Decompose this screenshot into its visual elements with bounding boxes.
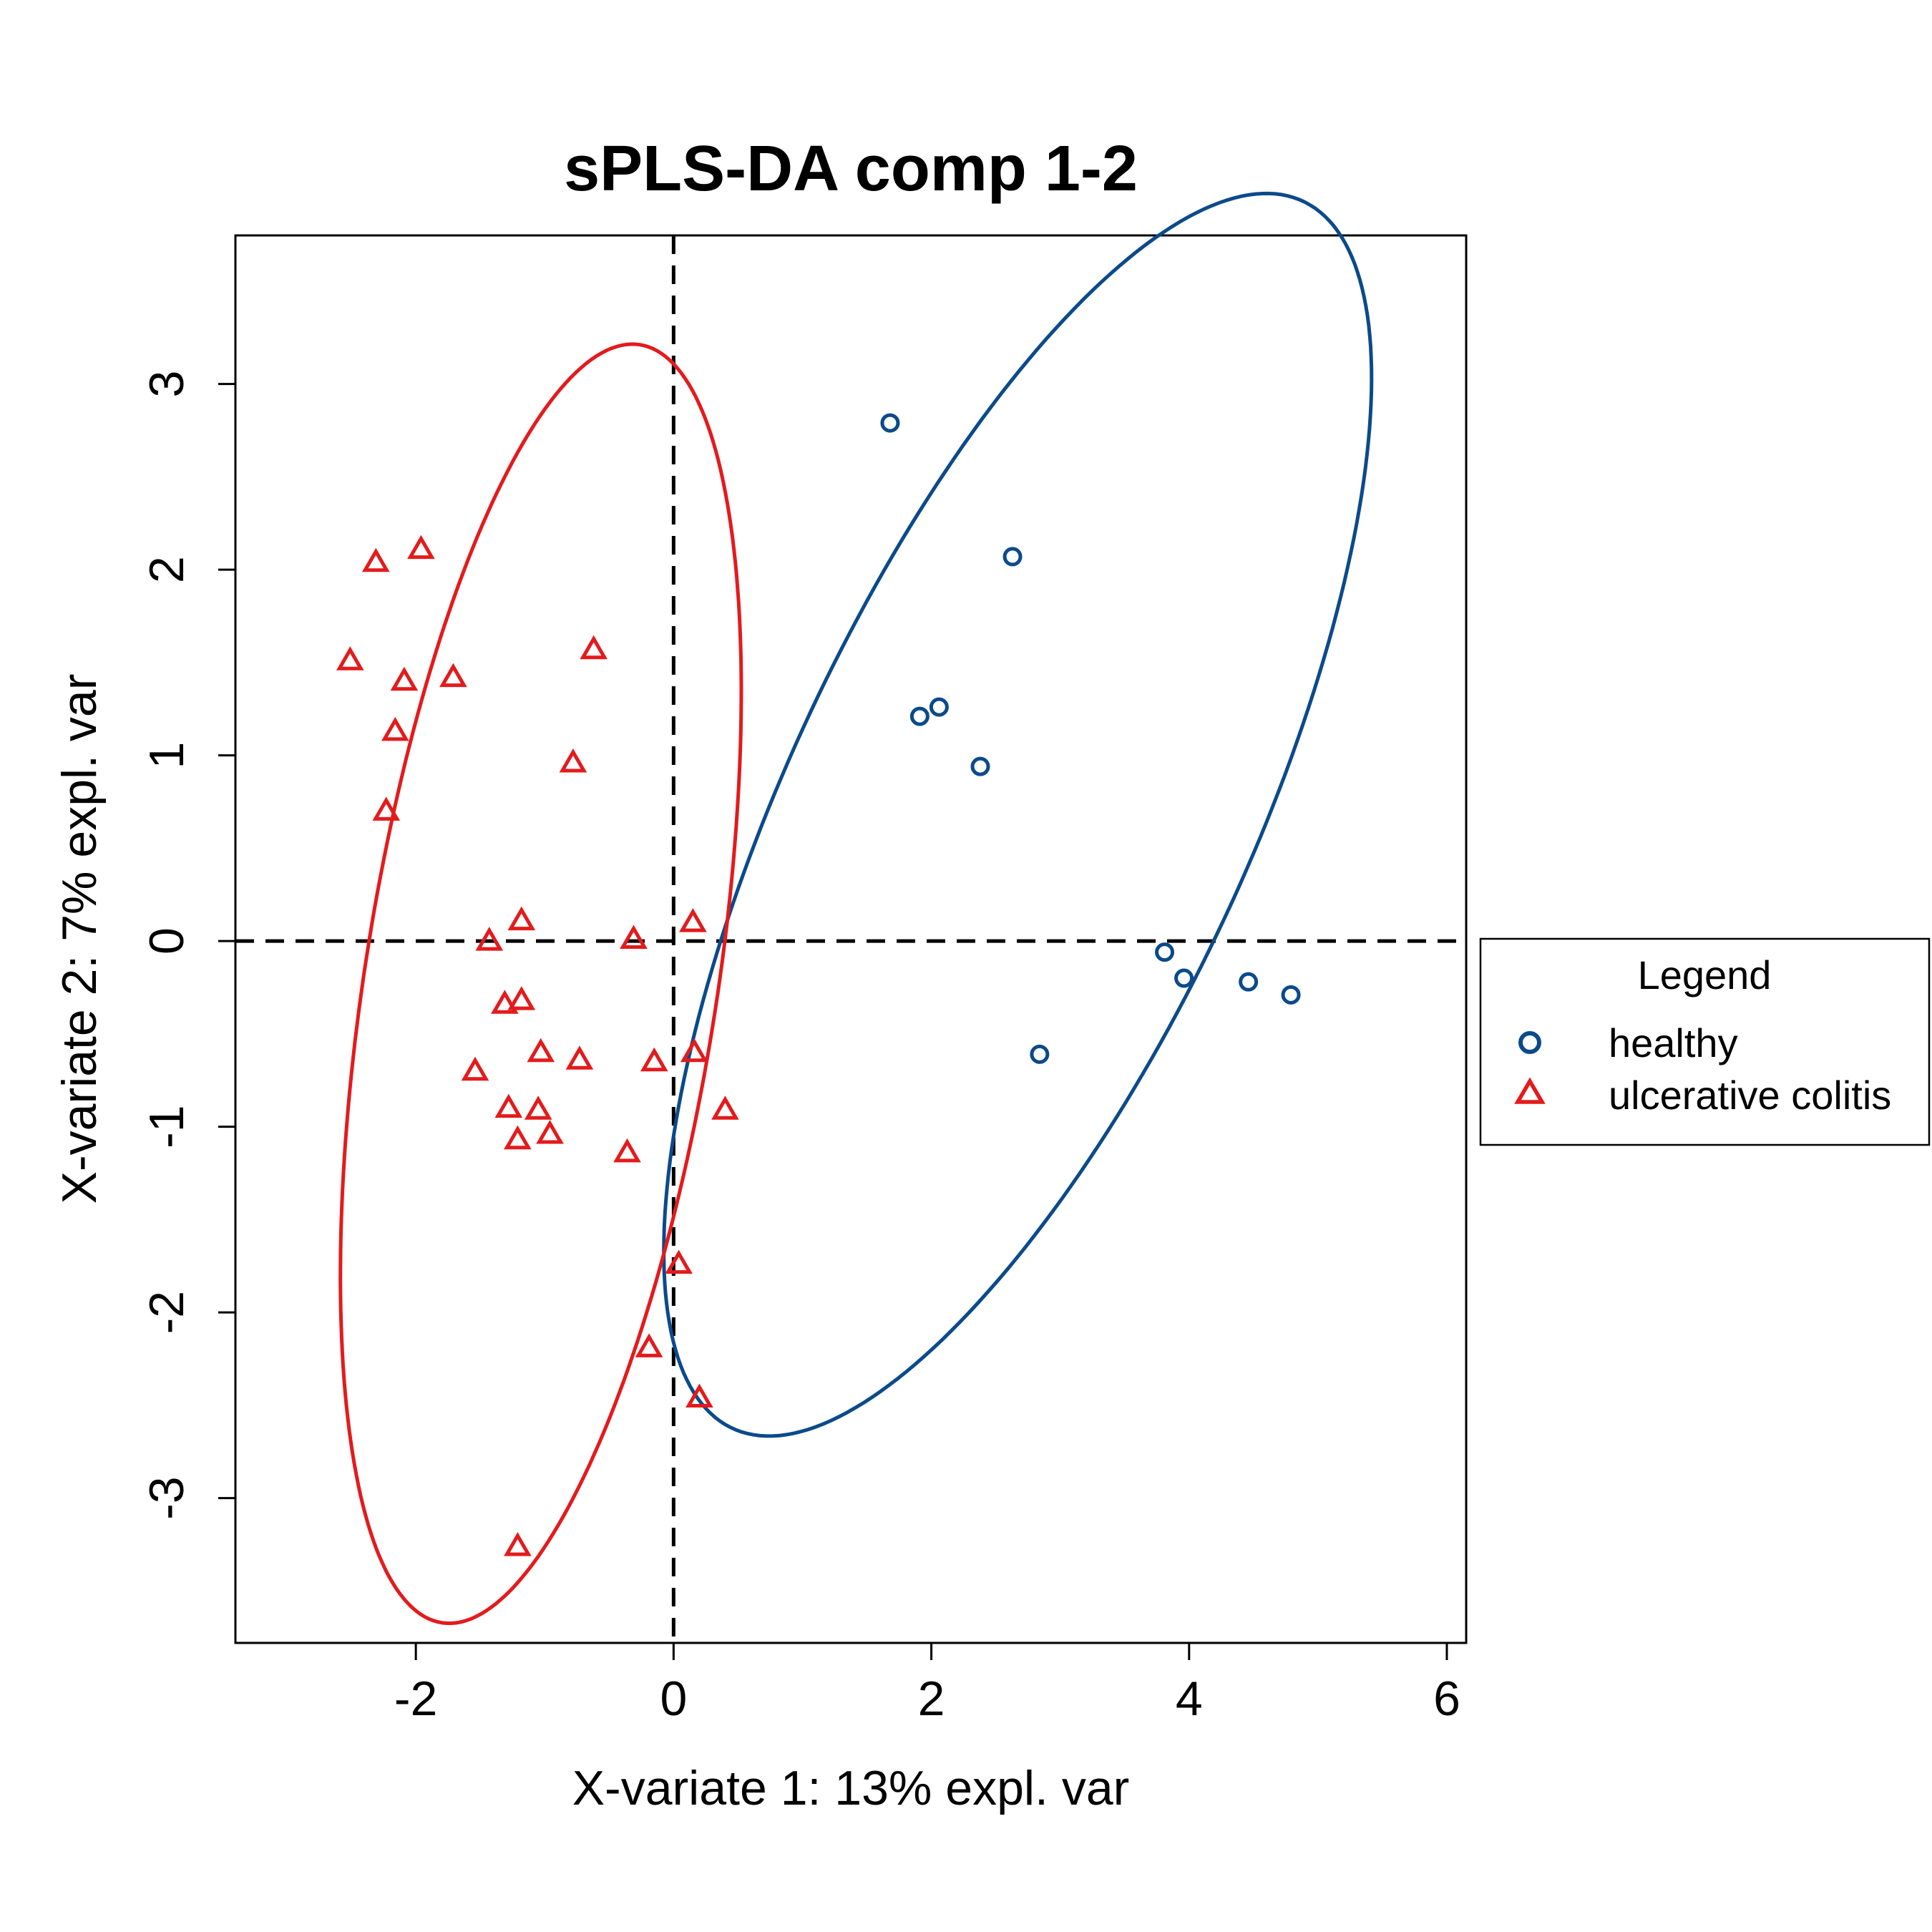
y-axis: -3 -2 -1 0 1 2 3 [140, 371, 237, 1520]
y-tick-label: 2 [140, 556, 194, 583]
data-point-ulcerative-colitis [613, 1138, 641, 1163]
data-point-ulcerative-colitis [635, 1333, 663, 1357]
y-axis-label: X-variate 2: 7% expl. var [52, 674, 107, 1204]
data-point-healthy [1239, 972, 1259, 992]
data-point-healthy [1002, 547, 1023, 567]
data-point-ulcerative-colitis [711, 1096, 739, 1120]
data-point-ulcerative-colitis [507, 906, 536, 931]
legend-label-healthy: healthy [1609, 1020, 1738, 1065]
plot-frame [234, 234, 1468, 1644]
data-point-ulcerative-colitis [565, 1045, 594, 1070]
data-point-healthy [1030, 1044, 1050, 1064]
x-tick-label: 0 [660, 1672, 687, 1726]
legend-box [1479, 937, 1931, 1146]
data-point-ulcerative-colitis [640, 1047, 668, 1072]
data-point-healthy [880, 413, 900, 433]
data-point-ulcerative-colitis [407, 535, 435, 560]
plot-area [234, 191, 1468, 1644]
data-point-ulcerative-colitis [679, 908, 707, 932]
data-point-ulcerative-colitis [507, 986, 536, 1010]
ellipse-healthy [662, 191, 1374, 1438]
series-healthy [880, 413, 1301, 1064]
data-point-ulcerative-colitis [524, 1096, 552, 1120]
data-point-ulcerative-colitis [680, 1038, 708, 1063]
data-point-healthy [1281, 985, 1301, 1005]
data-point-ulcerative-colitis [439, 663, 467, 688]
data-point-ulcerative-colitis [336, 646, 364, 670]
data-point-ulcerative-colitis [372, 796, 401, 821]
y-tick-label: 1 [140, 742, 194, 769]
y-tick-label: -1 [140, 1105, 194, 1148]
series-ulcerative-colitis [336, 535, 739, 1556]
y-tick-label: -2 [140, 1291, 194, 1334]
legend-triangle-marker [1514, 1077, 1546, 1104]
data-point-ulcerative-colitis [381, 716, 409, 741]
x-axis: -2 0 2 4 6 [394, 1641, 1460, 1726]
data-point-healthy [1174, 968, 1194, 988]
data-point-ulcerative-colitis [494, 1093, 523, 1118]
data-point-healthy [1155, 942, 1175, 962]
data-point-ulcerative-colitis [559, 748, 587, 773]
ellipse-ulcerative-colitis [338, 342, 743, 1625]
x-tick-label: 2 [918, 1672, 945, 1726]
data-point-ulcerative-colitis [475, 927, 504, 951]
data-point-ulcerative-colitis [620, 924, 648, 949]
legend-item-healthy: healthy [1518, 1020, 1738, 1065]
data-point-healthy [929, 697, 949, 717]
y-tick-label: 0 [140, 927, 194, 955]
data-point-ulcerative-colitis [536, 1119, 564, 1144]
x-tick-label: 6 [1433, 1672, 1460, 1726]
legend-circle-marker [1518, 1031, 1541, 1054]
y-tick-label: 3 [140, 371, 194, 398]
y-tick-label: -3 [140, 1476, 194, 1519]
data-point-ulcerative-colitis [491, 990, 519, 1014]
legend-title: Legend [1638, 952, 1772, 997]
data-point-ulcerative-colitis [361, 547, 390, 572]
data-point-ulcerative-colitis [665, 1249, 693, 1274]
x-tick-label: -2 [394, 1672, 437, 1726]
data-point-ulcerative-colitis [504, 1532, 532, 1556]
data-point-ulcerative-colitis [504, 1125, 532, 1150]
x-axis-label: X-variate 1: 13% expl. var [572, 1761, 1130, 1815]
data-point-ulcerative-colitis [686, 1383, 713, 1407]
data-point-ulcerative-colitis [527, 1038, 555, 1063]
data-point-ulcerative-colitis [390, 666, 419, 691]
legend-label-ulcerative-colitis: ulcerative colitis [1609, 1073, 1891, 1118]
data-point-ulcerative-colitis [580, 635, 608, 660]
data-point-ulcerative-colitis [461, 1056, 489, 1081]
chart-title: sPLS-DA comp 1-2 [564, 133, 1138, 205]
legend-item-ulcerative-colitis: ulcerative colitis [1514, 1073, 1891, 1118]
data-point-healthy [909, 706, 930, 726]
legend: Legend healthy ulcerative colitis [1479, 937, 1931, 1146]
x-tick-label: 4 [1176, 1672, 1203, 1726]
data-point-healthy [970, 756, 990, 776]
